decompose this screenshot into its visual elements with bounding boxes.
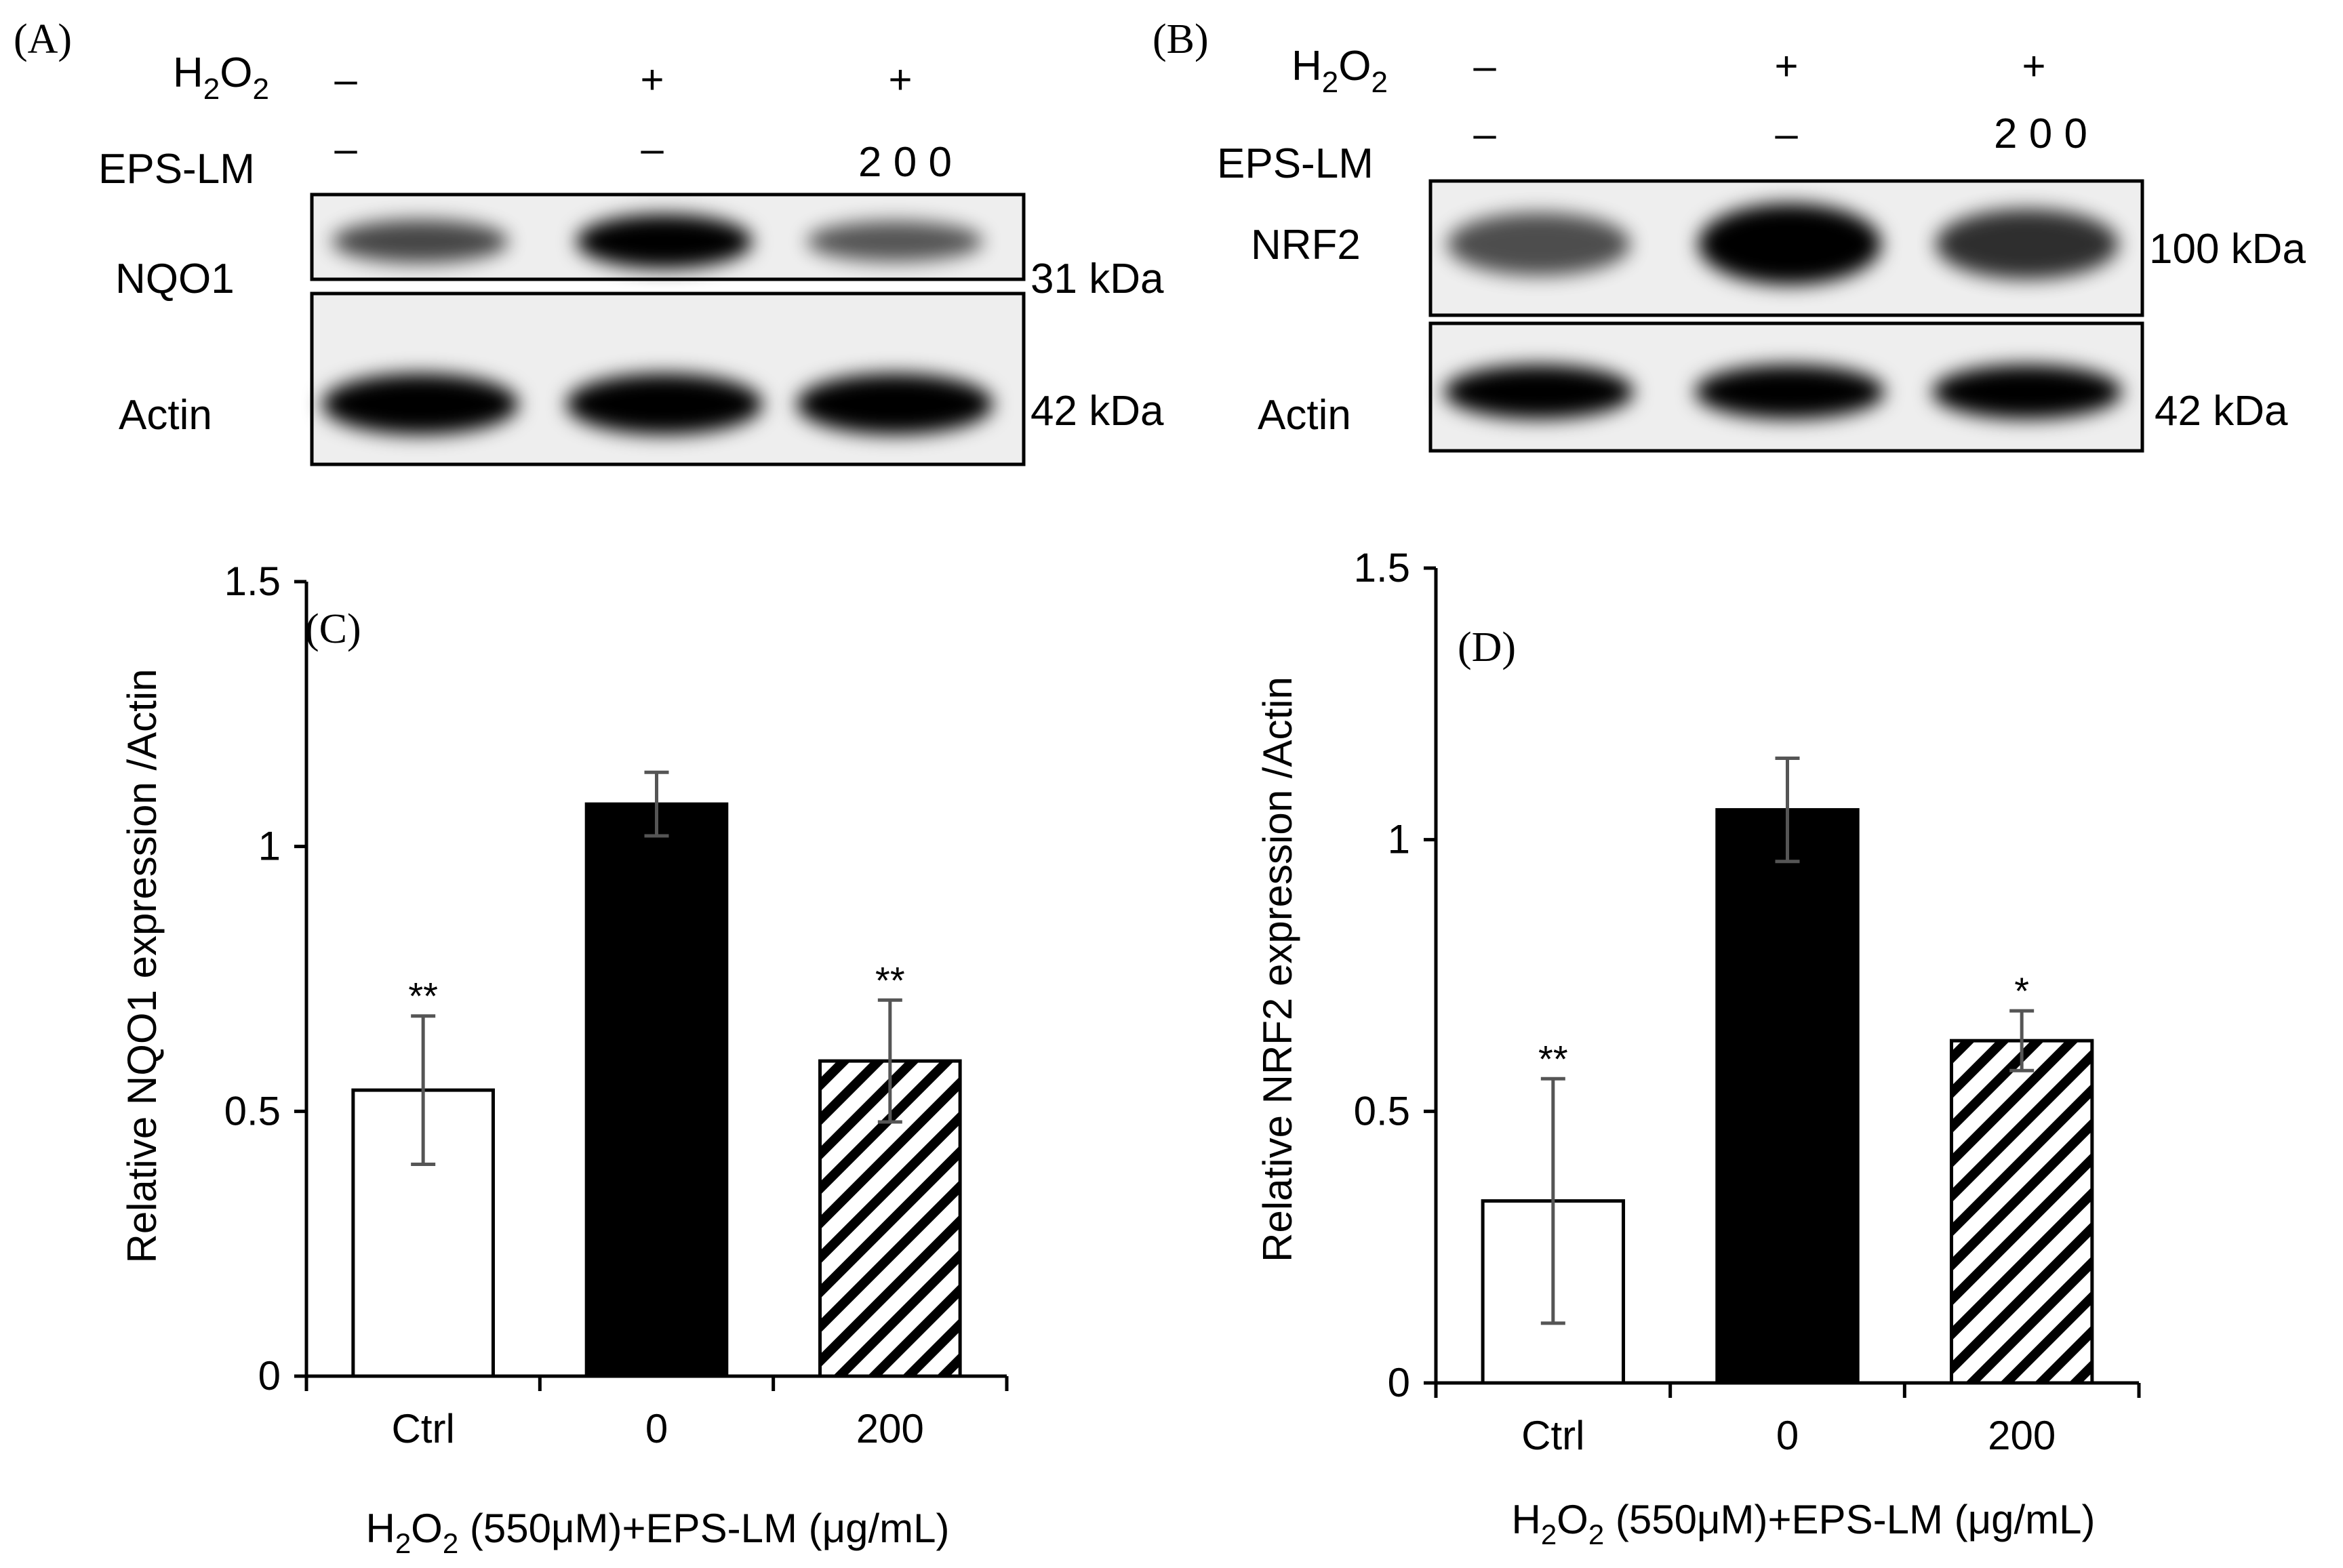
x-tick-label: Ctrl xyxy=(1521,1413,1584,1458)
nrf2-protein-label: NRF2 xyxy=(1251,222,1361,268)
blot-band xyxy=(1932,365,2122,419)
panel-b: (B) H2O2 – + + EPS-LM – – 2 0 0 NRF2 100… xyxy=(1153,16,2306,453)
blot-band xyxy=(332,220,508,263)
actin-a-protein-label: Actin xyxy=(119,392,212,439)
chart-c-panel-label: (C) xyxy=(305,606,361,652)
chart-d-panel-label: (D) xyxy=(1458,624,1516,670)
significance-mark: ** xyxy=(408,975,438,1018)
x-tick-label: 0 xyxy=(645,1406,668,1451)
panel-b-letter: (B) xyxy=(1153,16,1209,62)
panel-b-h2o2-sign: + xyxy=(1774,43,1798,89)
blot-band xyxy=(1447,212,1630,276)
x-tick-label: 200 xyxy=(856,1406,924,1451)
chart-c-x-axis-title: H2O2 (550μM)+EPS-LM (μg/mL) xyxy=(365,1506,949,1559)
blot-band xyxy=(1695,365,1885,419)
chart-d: (D) Relative NRF2 expression /Actin H2O2… xyxy=(1255,545,2141,1550)
y-tick-label: 1 xyxy=(1388,817,1410,862)
bar xyxy=(1949,1039,2094,1385)
chart-d-plot: 0 0.5 1 1.5 ** Ctrl 0 * 200 xyxy=(1354,545,2141,1458)
y-tick-label: 1.5 xyxy=(1354,545,1410,590)
y-tick-label: 0 xyxy=(258,1353,281,1399)
nqo1-protein-label: NQO1 xyxy=(115,256,235,302)
blot-band xyxy=(1936,209,2119,279)
x-tick-label: Ctrl xyxy=(392,1406,455,1451)
blot-band xyxy=(1698,203,1881,285)
chart-c: (C) Relative NQO1 expression /Actin H2O2… xyxy=(119,559,1009,1559)
significance-mark: * xyxy=(2014,969,2029,1012)
actin-a-bands xyxy=(322,374,993,435)
panel-a-h2o2-sign: – xyxy=(334,57,357,102)
panel-b-eps-label: EPS-LM xyxy=(1217,140,1374,187)
panel-a-letter: (A) xyxy=(14,16,72,62)
actin-b-protein-label: Actin xyxy=(1258,392,1351,439)
chart-d-x-axis-title: H2O2 (550μM)+EPS-LM (μg/mL) xyxy=(1511,1497,2095,1550)
blot-band xyxy=(797,374,993,435)
bar xyxy=(1715,808,1860,1385)
bar xyxy=(584,802,729,1378)
panel-b-eps-value: 2 0 0 xyxy=(1994,110,2087,157)
y-tick-label: 0.5 xyxy=(1354,1088,1410,1133)
panel-a-eps-label: EPS-LM xyxy=(98,146,255,193)
panel-a-eps-value: 2 0 0 xyxy=(858,139,952,186)
panel-b-h2o2-label: H2O2 xyxy=(1291,43,1388,99)
panel-a-h2o2-sign: + xyxy=(888,57,912,102)
panel-a-h2o2-sign: + xyxy=(640,57,664,102)
y-tick-label: 1.5 xyxy=(224,559,281,604)
y-tick-label: 1 xyxy=(258,824,281,869)
blot-band xyxy=(566,374,763,435)
chart-d-y-axis-title: Relative NRF2 expression /Actin xyxy=(1255,677,1300,1262)
actin-b-size-label: 42 kDa xyxy=(2155,388,2288,435)
nrf2-size-label: 100 kDa xyxy=(2149,226,2306,273)
significance-mark: ** xyxy=(1538,1037,1568,1080)
chart-c-y-axis-title: Relative NQO1 expression /Actin xyxy=(119,668,165,1263)
x-tick-label: 200 xyxy=(1988,1413,2056,1458)
blot-band xyxy=(322,374,519,435)
panel-b-h2o2-sign: + xyxy=(2022,43,2045,89)
x-tick-label: 0 xyxy=(1776,1413,1799,1458)
y-tick-label: 0.5 xyxy=(224,1088,281,1133)
blot-band xyxy=(1444,365,1634,419)
panel-a-eps-value: – xyxy=(334,126,357,172)
panel-a: (A) H2O2 – + + EPS-LM – – 2 0 0 NQO1 31 … xyxy=(14,16,1164,466)
blot-band xyxy=(807,220,983,262)
panel-b-eps-value: – xyxy=(1473,111,1496,157)
nqo1-bands xyxy=(332,214,983,268)
y-tick-label: 0 xyxy=(1388,1360,1410,1405)
nqo1-size-label: 31 kDa xyxy=(1030,256,1164,302)
actin-b-bands xyxy=(1444,365,2122,419)
panel-a-eps-value: – xyxy=(641,126,664,172)
nrf2-bands xyxy=(1447,203,2119,285)
chart-c-plot: 0 0.5 1 1.5 ** Ctrl 0 ** 200 xyxy=(224,559,1009,1451)
actin-a-size-label: 42 kDa xyxy=(1030,388,1164,435)
panel-a-h2o2-label: H2O2 xyxy=(173,49,269,106)
significance-mark: ** xyxy=(875,959,905,1001)
blot-band xyxy=(576,214,753,268)
panel-b-eps-value: – xyxy=(1775,111,1798,157)
panel-b-h2o2-sign: – xyxy=(1473,43,1496,89)
